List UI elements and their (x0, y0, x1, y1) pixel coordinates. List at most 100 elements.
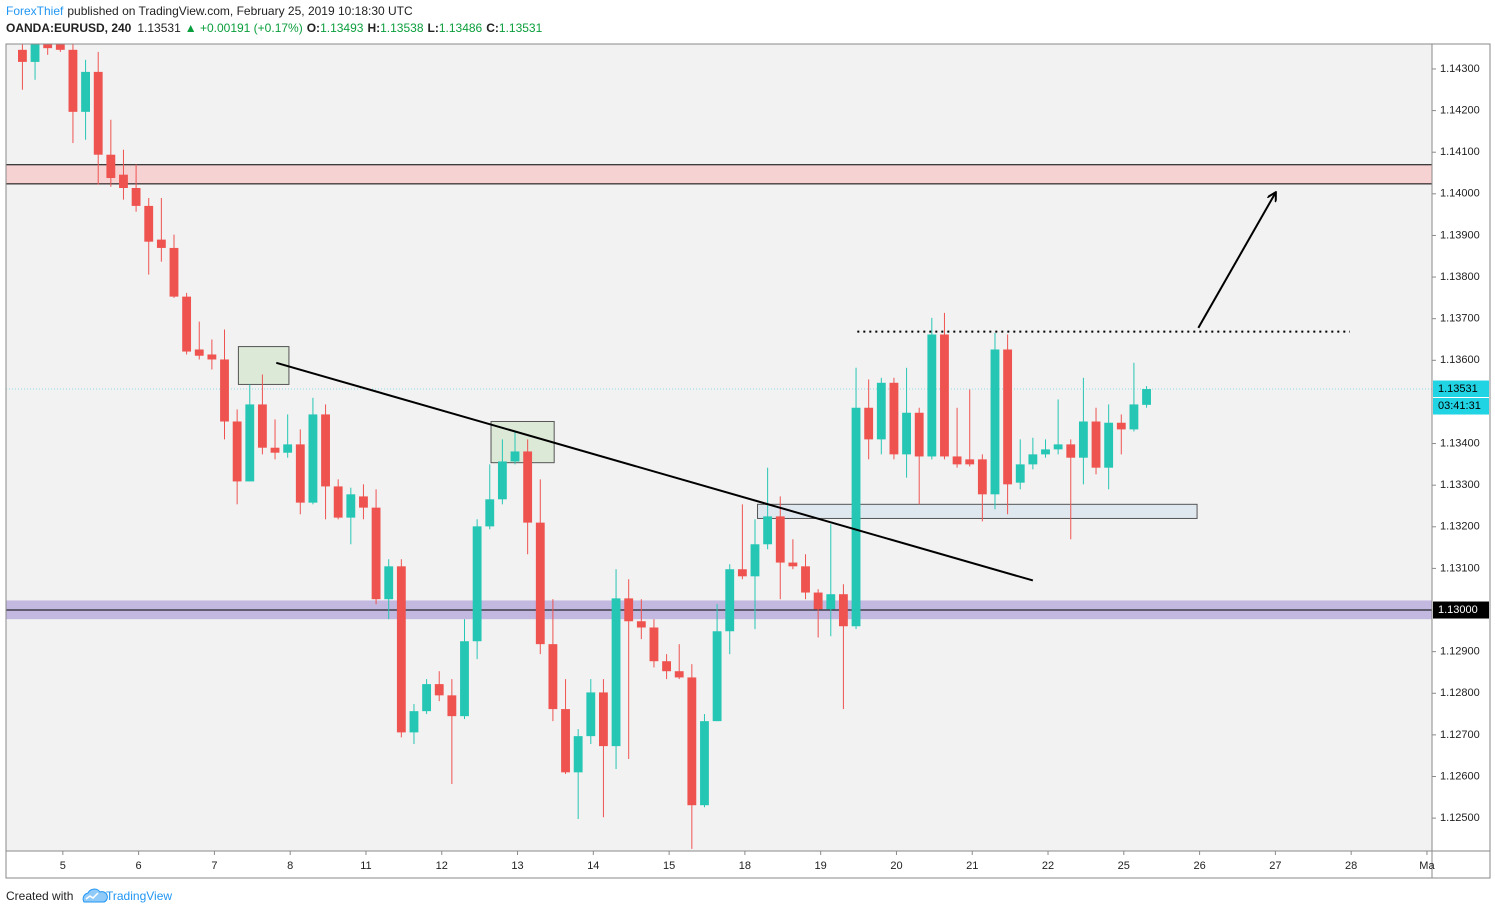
candle-body (523, 451, 533, 523)
drawings (276, 193, 1350, 582)
y-tick-label: 1.14000 (1440, 188, 1480, 200)
candle-body (119, 174, 128, 189)
candle-body (30, 44, 40, 62)
box (237, 346, 290, 385)
y-tick-label: 1.12800 (1440, 687, 1480, 699)
candle-body (725, 569, 735, 632)
x-tick-label: 20 (890, 860, 902, 872)
footer-text: Created with (6, 889, 73, 903)
candle-body (712, 631, 722, 722)
candle-body (851, 407, 861, 627)
candle-body (902, 412, 911, 455)
x-tick-label: 19 (815, 860, 827, 872)
candle-body (674, 671, 684, 678)
candle-body (93, 71, 103, 155)
candle-body (548, 644, 558, 710)
x-tick-label: 8 (287, 860, 293, 872)
ohlc-key: H: (367, 21, 380, 35)
x-tick-label: 15 (663, 860, 675, 872)
candle-body (1041, 449, 1050, 455)
candle-body (346, 494, 356, 518)
trend-line (276, 361, 1034, 582)
candle-body (700, 721, 709, 806)
candle-body (977, 459, 987, 495)
candle-body (1104, 422, 1114, 468)
candle-body (156, 239, 166, 248)
candle-body (207, 354, 217, 360)
candle-body (763, 516, 773, 545)
axes: 1.12500 1.12600 1.12700 1.12800 1.12900 1.131… (60, 63, 1489, 872)
candle-body (801, 566, 810, 593)
candle-body (257, 404, 267, 448)
candle-body (914, 412, 924, 457)
candle-body (17, 49, 27, 62)
candle-body (232, 421, 242, 482)
y-tick-label: 1.12500 (1440, 812, 1480, 824)
x-tick-label: 14 (587, 860, 599, 872)
candle-body (952, 456, 962, 465)
ohlc-key: C: (486, 21, 499, 35)
candle-body (599, 692, 608, 747)
ohlc-value: 1.13493 (320, 21, 364, 35)
candle-body (611, 598, 621, 747)
candle-body (662, 661, 672, 672)
zones (6, 164, 1432, 620)
candle-body (131, 188, 141, 206)
candle-body (384, 566, 394, 600)
candle-body (144, 205, 154, 242)
x-tick-label: 25 (1118, 860, 1130, 872)
header-line-1: ForexThief published on TradingView.com, … (6, 4, 413, 18)
y-tick-label: 1.12900 (1440, 646, 1480, 658)
candle-body (826, 594, 836, 610)
y-tick-label: 1.12600 (1440, 770, 1480, 782)
candle-body (447, 695, 457, 717)
y-tick-label: 1.12700 (1440, 729, 1480, 741)
candle-body (333, 486, 343, 518)
tradingview-logo (82, 888, 108, 903)
candle-body (813, 592, 823, 610)
candle-body (1091, 421, 1101, 468)
y-tick-label: 1.14300 (1440, 63, 1480, 75)
candle-body (308, 414, 318, 503)
candle-body (283, 444, 293, 453)
candle-body (359, 496, 368, 508)
author: ForexThief (6, 4, 64, 18)
ohlc-value: 1.13486 (439, 21, 483, 35)
y-tick-label: 1.13900 (1440, 229, 1480, 241)
change: ▲ +0.00191 (+0.17%) (185, 21, 303, 35)
candle-body (838, 594, 848, 627)
candle-body (586, 692, 596, 737)
candle-body (182, 296, 192, 352)
ohlc-value: 1.13531 (499, 21, 543, 35)
candle-body (510, 451, 520, 462)
candle-body (497, 461, 507, 500)
price-tag-label: 1.13531 (1438, 383, 1478, 395)
candle-body (737, 569, 747, 577)
candle-body (876, 382, 886, 440)
published: published on TradingView.com, February 2… (67, 4, 413, 18)
y-tick-label: 1.14200 (1440, 104, 1480, 116)
candle-body (68, 49, 78, 112)
box (757, 503, 1198, 519)
x-tick-label: 11 (360, 860, 371, 872)
y-tick-label: 1.14100 (1440, 146, 1480, 158)
y-tick-label: 1.13800 (1440, 271, 1480, 283)
candle-body (43, 44, 53, 49)
x-tick-label: 22 (1042, 860, 1054, 872)
candle-body (788, 562, 798, 567)
candle-body (1116, 422, 1126, 430)
candle-body (927, 334, 937, 457)
candle-body (1003, 349, 1013, 485)
ohlc-key: L: (428, 21, 439, 35)
candle-body (775, 516, 785, 563)
candle-body (460, 641, 469, 717)
zone (6, 164, 1432, 184)
x-tick-label: 21 (966, 860, 978, 872)
candle-body (535, 522, 545, 645)
candle-body (485, 499, 495, 527)
candle-body (245, 404, 255, 482)
last-price: 1.13531 (137, 21, 181, 35)
candle-body (573, 736, 583, 773)
